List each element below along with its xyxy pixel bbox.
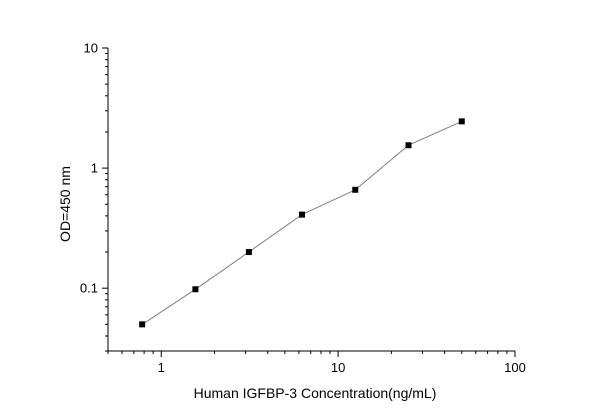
x-tick-label: 1 <box>158 360 165 375</box>
x-tick-label: 100 <box>504 360 526 375</box>
axes: 1 10 100 0.1 1 10 <box>80 41 526 376</box>
x-axis-label: Human IGFBP-3 Concentration(ng/mL) <box>194 385 437 401</box>
data-point <box>299 211 306 218</box>
x-tick-label: 10 <box>331 360 345 375</box>
y-tick-label: 0.1 <box>80 281 98 296</box>
data-point <box>245 249 252 256</box>
data-point <box>192 286 199 293</box>
y-axis-label: OD=450 nm <box>57 166 73 242</box>
series-layer <box>139 118 465 328</box>
data-point <box>139 321 146 328</box>
data-point <box>458 118 465 125</box>
y-tick-label: 1 <box>91 161 98 176</box>
data-point <box>352 186 359 193</box>
data-point <box>405 142 412 149</box>
series-line <box>141 120 463 325</box>
y-tick-label: 10 <box>84 41 98 56</box>
